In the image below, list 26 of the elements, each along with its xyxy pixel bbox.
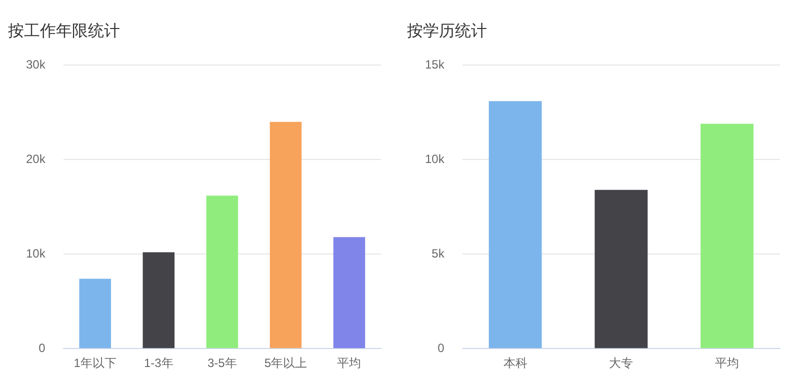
bar: [700, 124, 754, 348]
y-tick-label: 10k: [424, 152, 446, 166]
x-tick-label: 平均: [715, 356, 740, 370]
x-tick-label: 1年以下: [74, 356, 116, 370]
x-tick-label: 5年以上: [264, 356, 308, 370]
y-tick-label: 10k: [26, 246, 46, 260]
x-tick-label: 1-3年: [144, 356, 174, 370]
y-tick-label: 15k: [424, 58, 446, 72]
bar: [488, 101, 542, 348]
x-tick-label: 平均: [337, 356, 362, 370]
bar: [270, 122, 302, 348]
y-tick-label: 0: [38, 340, 46, 355]
y-tick-label: 30k: [26, 58, 46, 72]
y-tick-label: 0: [438, 340, 445, 355]
x-tick-label: 本科: [503, 356, 528, 370]
bar: [142, 252, 175, 348]
chart-title: 按学历统计: [407, 20, 487, 40]
bar: [206, 196, 238, 348]
y-tick-label: 5k: [432, 246, 446, 260]
bar: [79, 278, 111, 348]
bar: [333, 237, 366, 348]
bar: [594, 190, 648, 348]
chart-title: 按工作年限统计: [8, 20, 120, 40]
x-tick-label: 大专: [609, 356, 634, 370]
y-tick-label: 20k: [26, 152, 46, 166]
x-tick-label: 3-5年: [208, 356, 237, 370]
